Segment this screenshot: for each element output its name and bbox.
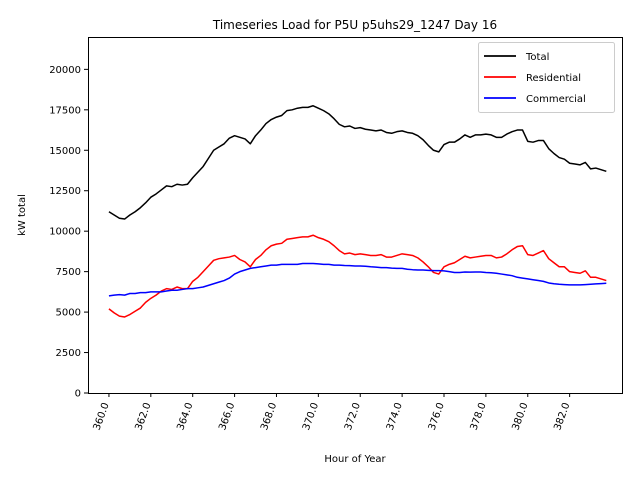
legend-label-residential: Residential (526, 73, 581, 84)
legend-label-total: Total (525, 52, 549, 63)
y-tick-label: 10000 (49, 227, 81, 238)
legend-items: Total Residential Commercial (484, 52, 586, 105)
y-tick-label: 0 (75, 389, 81, 400)
y-tick-label: 7500 (56, 267, 81, 278)
y-tick-label: 5000 (56, 308, 81, 319)
plot-frame (88, 37, 623, 394)
x-axis-label: Hour of Year (324, 454, 386, 465)
series-line-commercial (108, 262, 607, 297)
chart-title: Timeseries Load for P5U p5uhs29_1247 Day… (212, 18, 497, 32)
y-axis-label: kW total (17, 194, 28, 236)
legend: Total Residential Commercial (478, 42, 615, 113)
legend-box (478, 42, 615, 113)
legend-label-commercial: Commercial (526, 94, 586, 105)
series-line-total (108, 105, 607, 220)
y-tick-label: 17500 (49, 105, 81, 116)
y-tick-label: 20000 (49, 65, 81, 76)
axes-layer: 0250050007500100001250015000175002000036… (49, 65, 572, 432)
y-tick-label: 12500 (49, 186, 81, 197)
series-layer (108, 105, 607, 318)
y-tick-label: 2500 (56, 348, 81, 359)
y-tick-label: 15000 (49, 146, 81, 157)
series-line-residential (108, 234, 607, 318)
